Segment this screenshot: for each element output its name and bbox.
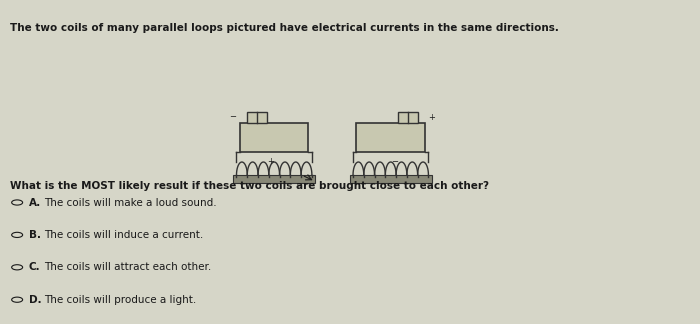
FancyBboxPatch shape — [356, 123, 425, 152]
Text: What is the MOST likely result if these two coils are brought close to each othe: What is the MOST likely result if these … — [10, 181, 489, 191]
FancyBboxPatch shape — [349, 175, 432, 183]
Text: A.: A. — [29, 198, 41, 207]
Text: The coils will attract each other.: The coils will attract each other. — [45, 262, 212, 272]
FancyBboxPatch shape — [240, 123, 309, 152]
FancyBboxPatch shape — [398, 112, 418, 123]
Text: The coils will make a loud sound.: The coils will make a loud sound. — [45, 198, 217, 207]
Text: +: + — [428, 112, 435, 122]
FancyBboxPatch shape — [247, 112, 267, 123]
Text: B.: B. — [29, 230, 41, 240]
Text: −: − — [230, 112, 237, 122]
Text: D.: D. — [29, 295, 41, 305]
Text: The two coils of many parallel loops pictured have electrical currents in the sa: The two coils of many parallel loops pic… — [10, 23, 559, 33]
FancyBboxPatch shape — [233, 175, 315, 183]
Text: The coils will produce a light.: The coils will produce a light. — [45, 295, 197, 305]
Text: +: + — [267, 157, 274, 166]
Text: −: − — [391, 157, 398, 166]
Text: C.: C. — [29, 262, 41, 272]
Text: The coils will induce a current.: The coils will induce a current. — [45, 230, 204, 240]
